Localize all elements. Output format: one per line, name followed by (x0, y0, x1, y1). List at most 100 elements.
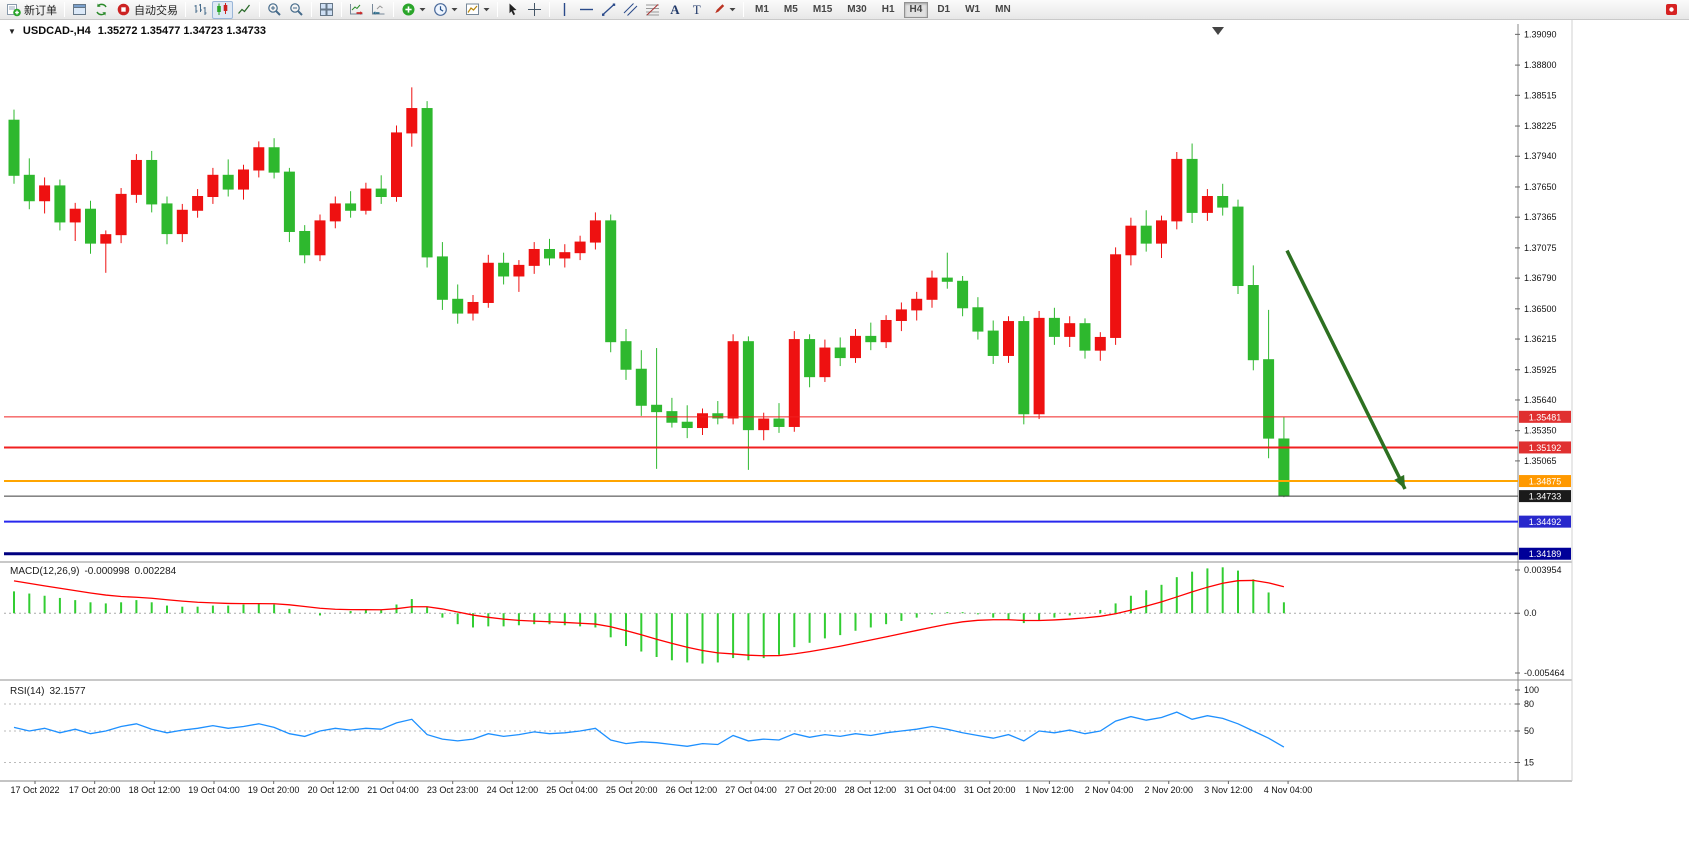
new-order-button[interactable]: 新订单 (3, 1, 60, 19)
rsi-axis-label: 80 (1524, 699, 1534, 709)
timeframe-button-m15[interactable]: M15 (812, 4, 833, 15)
refresh-icon[interactable] (91, 1, 112, 19)
trend-arrow-head[interactable] (1394, 474, 1405, 489)
bar-chart-button[interactable] (190, 1, 211, 19)
channel-icon (623, 3, 638, 16)
auto-scroll-button[interactable] (346, 1, 367, 19)
price-label: 1.39090 (1524, 29, 1557, 39)
timeframe-button-mn[interactable]: MN (995, 4, 1011, 15)
timeframe-button-m1[interactable]: M1 (755, 4, 769, 15)
candle-body (192, 196, 204, 211)
time-label: 25 Oct 20:00 (606, 785, 658, 795)
trend-arrow[interactable] (1285, 249, 1407, 490)
macd-indicator-label: MACD(12,26,9) -0.000998 0.002284 (10, 566, 176, 577)
timeframe-button-h4[interactable]: H4 (903, 1, 929, 18)
candle-body (697, 413, 708, 429)
refresh-icon (96, 3, 107, 16)
alert-icon[interactable] (1661, 1, 1682, 19)
time-label: 18 Oct 12:00 (129, 785, 181, 795)
auto-trading-icon (117, 3, 130, 16)
chart-area[interactable]: 1.35481 1.35192 1.34875 1.34733 1.34492 1.341… (0, 20, 1689, 861)
zoom-out-button[interactable] (286, 1, 307, 19)
line-chart-icon (238, 4, 251, 14)
tile-windows-button[interactable] (316, 1, 337, 19)
candle-body (727, 341, 739, 419)
candle-body (39, 185, 51, 202)
periods-button[interactable] (430, 1, 461, 19)
indicators-button[interactable] (398, 1, 429, 19)
zoom-in-icon (268, 3, 281, 16)
chart-shift-button[interactable] (368, 1, 389, 19)
timeframe-button-m5[interactable]: M5 (783, 4, 798, 15)
candle-body (620, 341, 632, 370)
zoom-out-icon (290, 3, 303, 16)
timeframe-button-w1[interactable]: W1 (965, 4, 981, 15)
candle-body (161, 203, 173, 235)
time-label: 31 Oct 04:00 (904, 785, 956, 795)
price-label: 1.36215 (1524, 334, 1557, 344)
periods-icon (434, 3, 447, 16)
candle-body (54, 185, 66, 223)
trendline-button[interactable] (598, 1, 619, 19)
cursor-icon (509, 3, 517, 16)
toolbar-separator (311, 2, 312, 17)
text-button[interactable]: A (664, 1, 685, 19)
timeframe-button-h1[interactable]: H1 (881, 4, 895, 15)
resistance-line-1-badge-label: 1.35481 (1529, 412, 1562, 422)
candle-body (8, 119, 20, 176)
price-label: 1.37365 (1524, 212, 1557, 222)
dropdown-triangle-icon[interactable]: ▼ (8, 26, 16, 36)
arrows-button[interactable] (708, 1, 739, 19)
candle-body (804, 339, 816, 378)
candle-body (605, 220, 617, 343)
timeframe-button-d1[interactable]: D1 (937, 4, 951, 15)
auto-trading-button[interactable]: 自动交易 (113, 1, 181, 19)
crosshair-button[interactable] (524, 1, 545, 19)
time-label: 31 Oct 20:00 (964, 785, 1016, 795)
channel-button[interactable] (620, 1, 641, 19)
text-icon: A (670, 2, 680, 17)
candle-body (176, 209, 188, 235)
support-line-blue-2-badge (1519, 547, 1571, 560)
rsi-axis-label: 50 (1524, 726, 1534, 736)
time-label: 19 Oct 04:00 (188, 785, 240, 795)
resistance-line-1-badge (1519, 410, 1571, 423)
fibonacci-button[interactable] (642, 1, 663, 19)
candle-body (299, 230, 311, 256)
templates-button[interactable] (462, 1, 493, 19)
vertical-line-button[interactable] (554, 1, 575, 19)
candle-body (589, 220, 601, 243)
time-label: 1 Nov 12:00 (1025, 785, 1074, 795)
candle-body (1003, 321, 1014, 356)
candle-body (253, 147, 265, 171)
time-label: 23 Oct 23:00 (427, 785, 479, 795)
market-watch-icon[interactable] (69, 1, 90, 19)
auto-trading-button-label: 自动交易 (134, 4, 178, 17)
text-label-button[interactable]: T (686, 1, 707, 19)
candle-body (467, 301, 479, 314)
line-chart-button[interactable] (234, 1, 255, 19)
bar-chart-icon (194, 4, 207, 15)
cursor-button[interactable] (502, 1, 523, 19)
toolbar-separator (64, 2, 65, 17)
chart-shift-marker[interactable] (1212, 27, 1224, 35)
macd-name: MACD(12,26,9) (10, 566, 80, 577)
price-label: 1.36790 (1524, 273, 1557, 283)
zoom-in-button[interactable] (264, 1, 285, 19)
time-label: 27 Oct 20:00 (785, 785, 837, 795)
price-label: 1.35925 (1524, 365, 1557, 375)
candle-body (207, 174, 219, 198)
candlestick-chart-button[interactable] (212, 0, 233, 19)
new-order-icon (7, 4, 21, 17)
chevron-down-icon (483, 8, 490, 12)
svg-text:A: A (670, 2, 680, 17)
macd-main-value: -0.000998 (84, 566, 130, 577)
hline-icon (580, 8, 593, 11)
timeframe-button-m30[interactable]: M30 (847, 4, 867, 15)
candle-body (987, 330, 999, 356)
toolbar-separator (497, 2, 498, 17)
candle-body (742, 341, 754, 431)
horizontal-line-button[interactable] (576, 1, 597, 19)
support-line-orange-badge-label: 1.34875 (1529, 477, 1562, 487)
toolbar-separator (341, 2, 342, 17)
